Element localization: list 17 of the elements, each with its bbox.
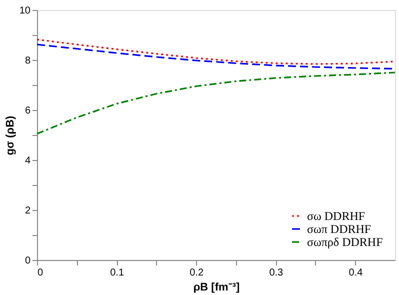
y-tick-label: 0 xyxy=(24,256,31,266)
legend-label: σωπρδ DDRHF xyxy=(307,235,384,249)
y-axis-title: gσ (ρB) xyxy=(4,115,16,156)
x-tick-label: 0 xyxy=(38,268,44,278)
x-tick-label: 0.2 xyxy=(190,268,204,278)
x-tick-label: 0.3 xyxy=(269,268,284,278)
x-tick-label: 0.4 xyxy=(348,268,364,278)
y-tick-label: 4 xyxy=(24,156,31,166)
legend-label: σωπ DDRHF xyxy=(307,222,372,236)
y-tick-label: 8 xyxy=(24,56,31,66)
y-tick-label: 10 xyxy=(19,6,31,16)
x-axis-title: ρB [fm⁻³] xyxy=(193,282,240,294)
x-tick-label: 0.1 xyxy=(110,268,124,278)
y-tick-label: 6 xyxy=(24,106,31,116)
y-tick-label: 2 xyxy=(24,206,31,216)
line-series xyxy=(36,72,396,135)
legend-label: σω DDRHF xyxy=(307,209,366,223)
